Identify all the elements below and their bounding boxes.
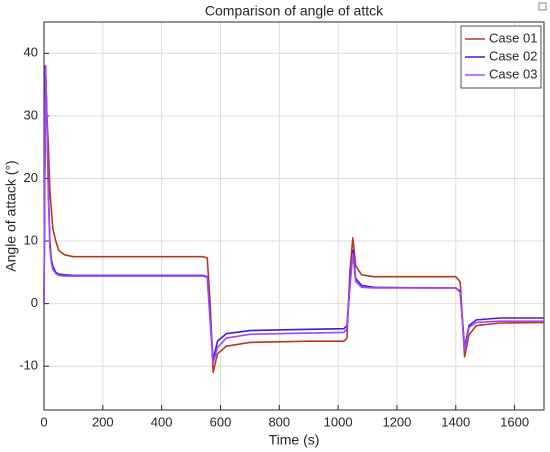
y-tick-label: 0 <box>31 295 38 310</box>
y-tick-label: 40 <box>24 45 38 60</box>
y-axis-label: Angle of attack (°) <box>3 160 19 271</box>
x-tick-label: 600 <box>210 414 232 429</box>
series-line <box>43 65 544 364</box>
y-tick-label: -10 <box>19 358 38 373</box>
x-tick-label: 1000 <box>324 414 353 429</box>
y-tick-label: 30 <box>24 107 38 122</box>
legend-label: Case 02 <box>489 48 537 63</box>
x-tick-label: 1200 <box>382 414 411 429</box>
x-axis-label: Time (s) <box>269 432 320 448</box>
x-tick-label: 1600 <box>500 414 529 429</box>
x-tick-label: 0 <box>40 414 47 429</box>
x-tick-label: 400 <box>151 414 173 429</box>
legend-label: Case 01 <box>489 30 537 45</box>
x-tick-label: 800 <box>268 414 290 429</box>
chart-title: Comparison of angle of attck <box>205 3 384 19</box>
series-line <box>43 65 545 374</box>
y-tick-label: 10 <box>24 232 38 247</box>
x-tick-label: 1400 <box>441 414 470 429</box>
y-tick-label: 20 <box>24 170 38 185</box>
x-tick-label: 200 <box>92 414 114 429</box>
legend-label: Case 03 <box>489 66 537 81</box>
export-icon[interactable] <box>538 2 547 11</box>
